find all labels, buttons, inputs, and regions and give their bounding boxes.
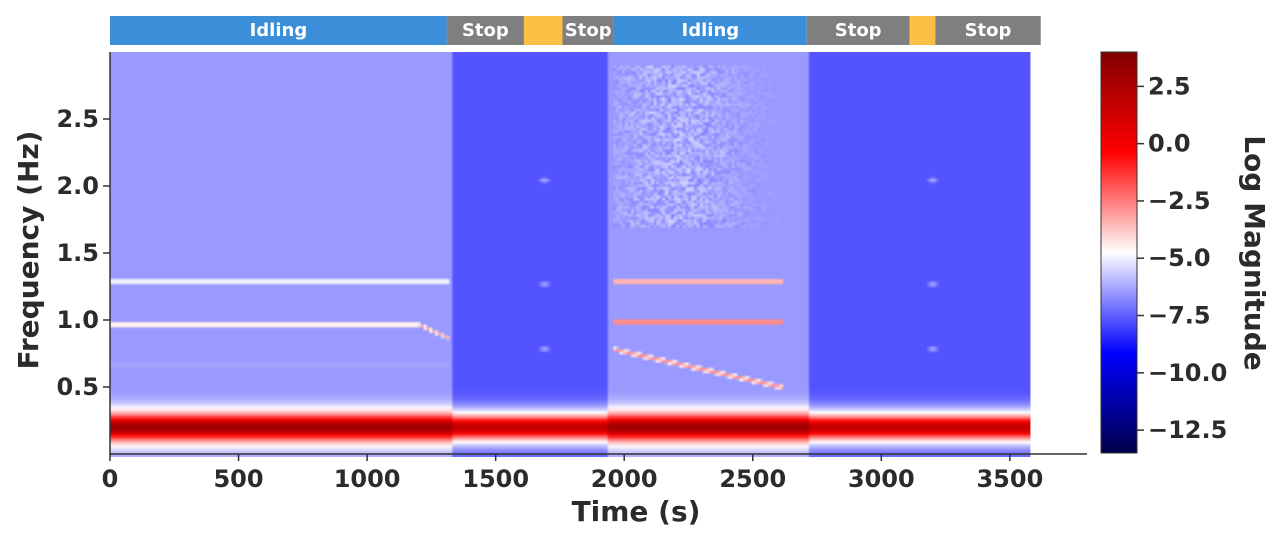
y-tick-label: 2.5 [56, 105, 99, 133]
state-label-1: Stop [462, 20, 509, 41]
colorbar-scale [1100, 51, 1138, 454]
x-tick-label: 1500 [462, 465, 529, 493]
colorbar-ticks: 2.5 0.0 −2.5 −5.0 −7.5 −10.0 −12.5 [1137, 72, 1227, 444]
colorbar: 2.5 0.0 −2.5 −5.0 −7.5 −10.0 −12.5 Log Magnitu… [1100, 51, 1271, 454]
x-tick-label: 2000 [591, 465, 658, 493]
y-tick-label: 0.5 [56, 373, 99, 401]
x-tick-label: 0 [102, 465, 119, 493]
x-tick-label: 3000 [848, 465, 915, 493]
colorbar-title: Log Magnitude [1238, 135, 1271, 371]
colorbar-tick-label: −5.0 [1148, 244, 1211, 272]
x-axis-title: Time (s) [572, 495, 701, 528]
colorbar-tick-label: −10.0 [1148, 359, 1227, 387]
x-tick-label: 3500 [976, 465, 1043, 493]
colorbar-tick-label: −7.5 [1148, 302, 1211, 330]
x-tick-label: 2500 [719, 465, 786, 493]
state-bar: Idling Stop Stop Idling Stop Stop [110, 16, 1041, 45]
state-segment-5 [806, 16, 910, 45]
y-axis-title: Frequency (Hz) [12, 131, 45, 370]
y-tick-label: 2.0 [56, 172, 99, 200]
y-ticks: 0.5 1.0 1.5 2.0 2.5 [56, 105, 110, 401]
plot-area [110, 52, 1031, 457]
state-segment-4 [613, 16, 807, 45]
state-segment-7 [935, 16, 1041, 45]
x-tick-label: 500 [213, 465, 263, 493]
state-segment-1 [446, 16, 524, 45]
state-label-3: Stop [565, 20, 612, 41]
state-segment-0 [110, 16, 447, 45]
state-segment-3 [562, 16, 614, 45]
state-segment-6 [909, 16, 936, 45]
state-label-7: Stop [965, 20, 1012, 41]
y-tick-label: 1.5 [56, 239, 99, 267]
state-segment-2 [523, 16, 563, 45]
axes: 0 500 1000 1500 2000 2500 3000 3500 0.5 1.0 1.5 2.… [12, 52, 1087, 528]
colorbar-tick-label: 0.0 [1148, 130, 1191, 158]
x-tick-label: 1000 [334, 465, 401, 493]
colorbar-tick-label: −12.5 [1148, 416, 1227, 444]
colorbar-tick-label: 2.5 [1148, 72, 1191, 100]
state-label-5: Stop [835, 20, 882, 41]
colorbar-tick-label: −2.5 [1148, 187, 1211, 215]
x-ticks: 0 500 1000 1500 2000 2500 3000 3500 [102, 454, 1043, 493]
state-label-4: Idling [682, 20, 740, 41]
state-label-0: Idling [250, 20, 308, 41]
spectrogram-heatmap [110, 52, 1031, 457]
y-tick-label: 1.0 [56, 306, 99, 334]
